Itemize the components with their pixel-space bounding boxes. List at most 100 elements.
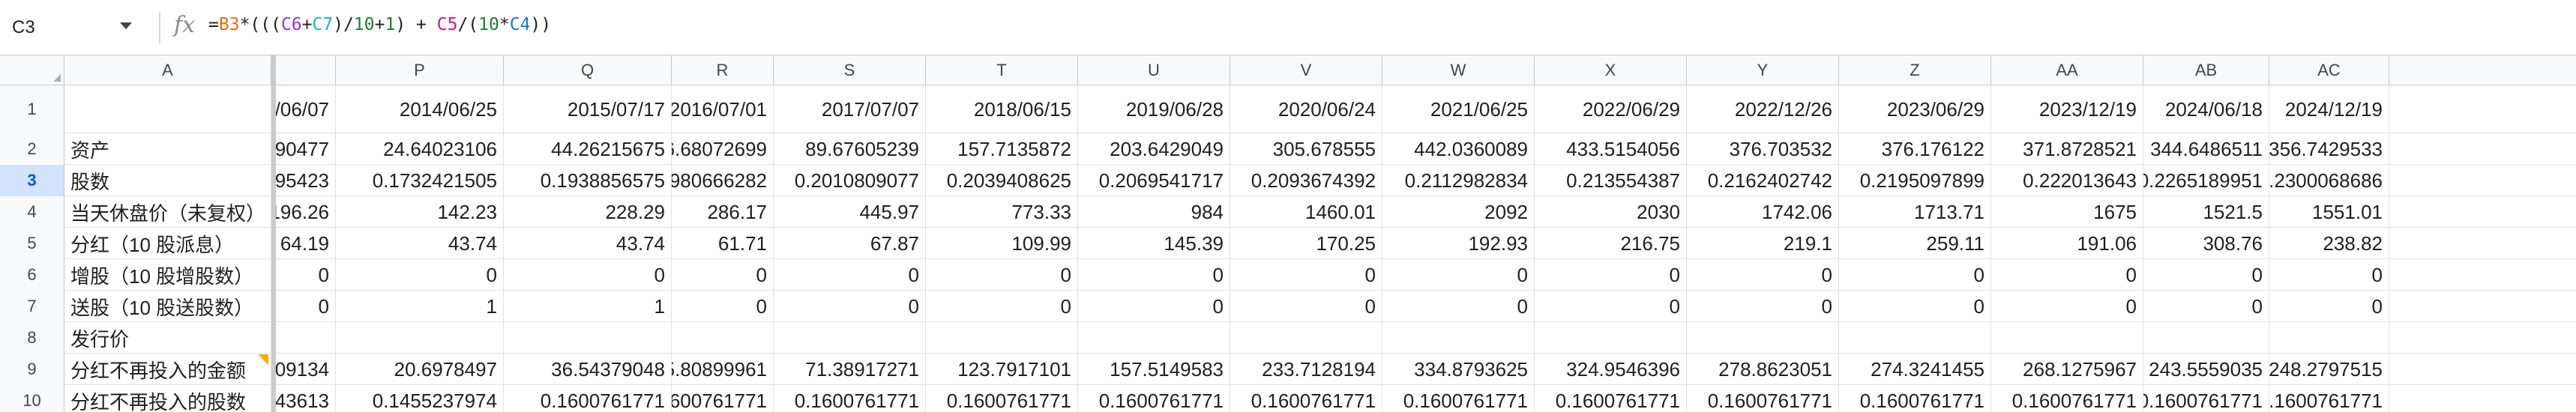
row-header[interactable]: 5 [0,228,64,259]
data-cell[interactable]: 0.1600761771 [1535,385,1687,412]
row-label-cell[interactable]: 分红不再投入的金额 [64,354,271,385]
data-cell[interactable]: 2092 [1382,196,1535,228]
data-cell[interactable]: 0.2265189951 [2143,165,2269,196]
data-cell[interactable] [1382,322,1535,354]
column-header[interactable]: S [774,55,926,85]
data-cell[interactable]: 43.74 [336,228,504,259]
data-cell[interactable]: 0.2069541717 [1078,165,1230,196]
data-cell[interactable]: 1551.01 [2269,196,2389,228]
column-header[interactable]: AB [2143,55,2269,85]
data-cell[interactable]: 376.176122 [1839,133,1991,165]
data-cell[interactable]: 0 [271,291,336,322]
data-cell[interactable]: 344.6486511 [2143,133,2269,165]
column-header[interactable]: Y [1687,55,1839,85]
data-cell[interactable]: 0 [774,259,926,291]
data-cell[interactable]: 0 [2269,291,2389,322]
data-cell[interactable]: 984 [1078,196,1230,228]
data-cell[interactable]: 371.8728521 [1991,133,2143,165]
data-cell[interactable]: 2024/06/18 [2143,85,2269,133]
data-cell[interactable]: 145.39 [1078,228,1230,259]
data-cell[interactable]: 2016/07/01 [672,85,774,133]
data-cell[interactable] [1839,322,1991,354]
data-cell[interactable]: 238.82 [2269,228,2389,259]
data-cell[interactable]: 2014/06/25 [336,85,504,133]
data-cell[interactable]: 0.1600761771 [2269,385,2389,412]
data-cell[interactable]: 0.1600761771 [1078,385,1230,412]
data-cell[interactable]: 45.80899961 [672,354,774,385]
data-cell[interactable]: 157.7135872 [926,133,1078,165]
select-all-corner[interactable] [0,55,64,85]
data-cell[interactable]: 0 [1230,291,1382,322]
data-cell[interactable]: 2024/12/19 [2269,85,2389,133]
data-cell[interactable]: 0 [672,259,774,291]
data-cell[interactable]: 409134 [271,354,336,385]
data-cell[interactable]: 71.38917271 [774,354,926,385]
chevron-down-icon[interactable] [120,22,132,29]
row-header[interactable]: 2 [0,133,64,165]
column-header[interactable]: AC [2269,55,2389,85]
data-cell[interactable] [1230,322,1382,354]
data-cell[interactable]: 268.1275967 [1991,354,2143,385]
column-header[interactable]: AA [1991,55,2143,85]
formula-input[interactable]: =B3*(((C6+C7)/10+1) + C5/(10*C4)) [208,15,551,34]
data-cell[interactable]: 0.1600761771 [504,385,672,412]
column-header[interactable]: X [1535,55,1687,85]
data-cell[interactable]: 0.1455237974 [336,385,504,412]
data-cell[interactable]: 334.8793625 [1382,354,1535,385]
data-cell[interactable]: 0.1980666282 [672,165,774,196]
data-cell[interactable]: 2017/07/07 [774,85,926,133]
data-cell[interactable]: 0.1600761771 [1230,385,1382,412]
data-cell[interactable]: 274.3241455 [1839,354,1991,385]
data-cell[interactable]: 2022/12/26 [1687,85,1839,133]
data-cell[interactable] [1535,322,1687,354]
data-cell[interactable]: 0.1600761771 [1839,385,1991,412]
data-cell[interactable]: 1460.01 [1230,196,1382,228]
data-cell[interactable]: 0.1732421505 [336,165,504,196]
data-cell[interactable]: 0.1600761771 [1991,385,2143,412]
data-cell[interactable]: 1675 [1991,196,2143,228]
data-cell[interactable]: 0.2010809077 [774,165,926,196]
data-cell[interactable]: 445.97 [774,196,926,228]
row-header[interactable]: 1 [0,85,64,133]
data-cell[interactable] [2143,322,2269,354]
data-cell[interactable]: 203.6429049 [1078,133,1230,165]
data-cell[interactable]: 0 [1230,259,1382,291]
data-cell[interactable]: 219.1 [1687,228,1839,259]
row-label-cell[interactable] [64,85,271,133]
data-cell[interactable]: 43.74 [504,228,672,259]
data-cell[interactable]: 1521.5 [2143,196,2269,228]
data-cell[interactable]: 286.17 [672,196,774,228]
name-box[interactable]: C3 [12,9,147,46]
data-cell[interactable]: 0 [1078,259,1230,291]
row-label-cell[interactable]: 送股（10 股送股数） [64,291,271,322]
data-cell[interactable] [1078,322,1230,354]
row-header[interactable]: 3 [0,165,64,196]
row-header[interactable]: 9 [0,354,64,385]
data-cell[interactable]: 308.76 [2143,228,2269,259]
data-cell[interactable]: 2022/06/29 [1535,85,1687,133]
column-header[interactable] [271,55,336,85]
data-cell[interactable]: 1 [336,291,504,322]
data-cell[interactable]: 0 [2143,291,2269,322]
data-cell[interactable]: 44.26215675 [504,133,672,165]
data-cell[interactable]: 0 [2143,259,2269,291]
comment-marker-icon[interactable] [258,354,268,365]
data-cell[interactable]: 64.19 [271,228,336,259]
data-cell[interactable]: 0 [1839,291,1991,322]
data-cell[interactable]: 0.1600761771 [1382,385,1535,412]
row-label-cell[interactable]: 当天休盘价（未复权） [64,196,271,228]
data-cell[interactable]: 433.5154056 [1535,133,1687,165]
data-cell[interactable]: 442.0360089 [1382,133,1535,165]
data-cell[interactable]: 142.23 [336,196,504,228]
data-cell[interactable]: 67.87 [774,228,926,259]
data-cell[interactable]: 0.1600761771 [926,385,1078,412]
freeze-divider-vertical[interactable] [271,55,276,412]
data-cell[interactable]: 0 [1991,291,2143,322]
data-cell[interactable]: 0 [1382,259,1535,291]
column-header[interactable]: P [336,55,504,85]
column-header[interactable]: R [672,55,774,85]
data-cell[interactable] [926,322,1078,354]
data-cell[interactable]: 1713.71 [1839,196,1991,228]
data-cell[interactable]: 356.7429533 [2269,133,2389,165]
data-cell[interactable]: 0.1600761771 [1687,385,1839,412]
